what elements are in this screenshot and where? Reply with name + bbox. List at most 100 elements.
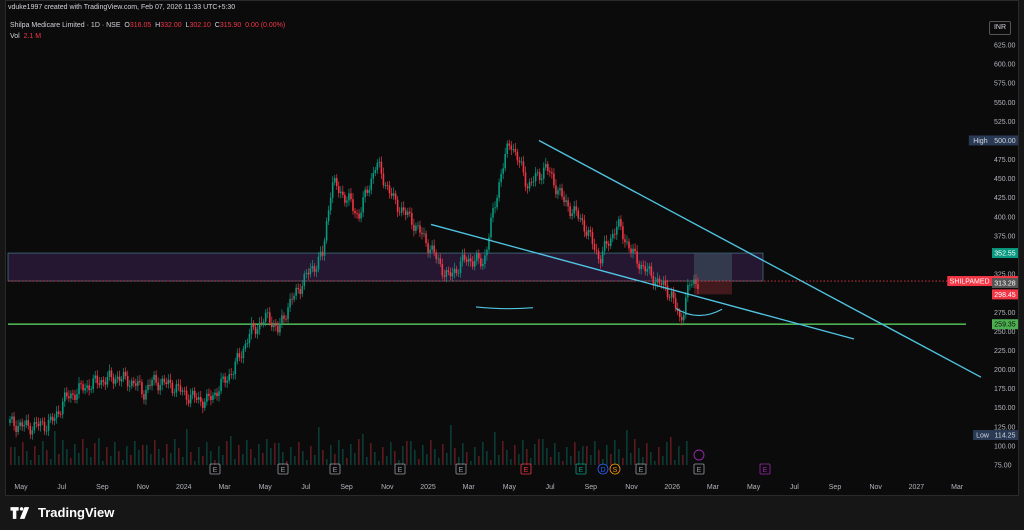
volume-bar	[134, 441, 136, 465]
candle-body	[406, 211, 409, 215]
candle-body	[305, 272, 308, 274]
candle-body	[346, 200, 348, 203]
candle-body	[658, 278, 661, 284]
candle-body	[193, 390, 196, 398]
volume-bar	[258, 444, 260, 465]
candle-body	[277, 325, 279, 333]
candle-body	[520, 161, 523, 163]
volume-bar	[310, 446, 312, 465]
volume-bar	[290, 447, 292, 465]
candle-body	[526, 186, 529, 189]
candle-body	[55, 411, 58, 419]
volume-bar	[306, 460, 308, 465]
candle-body	[640, 264, 642, 270]
candle-body	[687, 285, 689, 298]
candle-body	[508, 143, 511, 146]
candle-body	[78, 383, 80, 395]
volume-bar	[558, 452, 560, 465]
candle-body	[222, 376, 224, 379]
candle-body	[638, 263, 640, 270]
volume-bar	[286, 461, 288, 465]
candle-body	[151, 380, 153, 386]
candle-body	[96, 375, 99, 384]
close-value: 315.90	[219, 22, 242, 29]
price-chart[interactable]: 625.00 600.00 575.00 550.00 525.00 500.00 475.…	[6, 1, 1020, 497]
volume-bar	[562, 461, 564, 465]
candle-body	[92, 378, 95, 390]
candle-body	[461, 254, 464, 262]
volume-bar	[26, 451, 28, 465]
candle-body	[80, 383, 82, 385]
volume-bar	[150, 454, 152, 465]
candle-body	[309, 268, 312, 275]
volume-bar	[350, 444, 352, 465]
candle-body	[579, 218, 582, 219]
candle-body	[404, 210, 407, 215]
candle-body	[465, 259, 468, 262]
candle-body	[386, 185, 389, 186]
candle-body	[561, 188, 563, 197]
candle-body	[467, 258, 470, 262]
volume-bar	[386, 456, 388, 465]
candle-body	[611, 233, 614, 239]
price-tag-value-bg	[992, 289, 1018, 300]
event-marker	[329, 463, 341, 475]
volume-bar	[674, 460, 676, 465]
candle-body	[244, 343, 247, 349]
volume-bar	[418, 459, 420, 465]
candle-body	[331, 182, 334, 198]
candle-body	[421, 232, 423, 235]
candle-body	[492, 208, 494, 218]
candle-body	[63, 392, 66, 402]
x-tick-label: May	[503, 484, 517, 491]
candle-body	[488, 237, 490, 250]
volume-bar	[614, 440, 616, 465]
volume-bar	[446, 453, 448, 465]
candle-body	[266, 312, 269, 314]
candle-body	[396, 199, 399, 212]
y-tick-label: 250.00	[994, 329, 1016, 336]
candle-body	[279, 323, 281, 333]
volume-bar	[554, 443, 556, 465]
event-marker-label: E	[281, 467, 286, 474]
candle-body	[325, 221, 328, 241]
candle-body	[530, 182, 533, 183]
x-tick-label: May	[14, 484, 28, 491]
candle-body	[118, 376, 121, 382]
event-marker	[693, 463, 705, 475]
chart-panel[interactable]: 625.00 600.00 575.00 550.00 525.00 500.00 475.…	[5, 0, 1019, 496]
candle-body	[250, 323, 253, 335]
volume-bar	[50, 459, 52, 465]
candle-body	[177, 384, 180, 386]
candle-body	[443, 275, 446, 277]
candle-body	[112, 377, 115, 384]
upper-trendline	[538, 139, 982, 378]
volume-bar	[598, 450, 600, 465]
candle-body	[337, 186, 340, 193]
candle-body	[187, 399, 190, 404]
candle-body	[607, 243, 610, 246]
currency-selector[interactable]: INR	[989, 21, 1011, 35]
candle-body	[685, 297, 687, 315]
candle-body	[589, 230, 592, 233]
candle-body	[518, 160, 521, 163]
volume-bar	[482, 442, 484, 465]
high-value: 332.00	[160, 22, 182, 29]
candle-body	[258, 322, 261, 330]
candle-body	[100, 380, 103, 385]
candle-body	[646, 268, 649, 272]
candle-body	[33, 422, 36, 431]
y-tick-label: 400.00	[994, 214, 1016, 221]
x-tick-label: Jul	[546, 484, 555, 491]
volume-bar	[162, 458, 164, 465]
candle-body	[666, 285, 669, 298]
tradingview-logo[interactable]: TradingView	[10, 505, 114, 520]
candle-body	[340, 191, 342, 193]
volume-bar	[122, 460, 124, 465]
candle-body	[618, 219, 620, 227]
volume-bar	[230, 436, 232, 465]
candle-body	[149, 384, 151, 386]
volume-bar	[10, 447, 12, 465]
volume-bar	[62, 440, 64, 465]
candle-body	[427, 243, 429, 253]
